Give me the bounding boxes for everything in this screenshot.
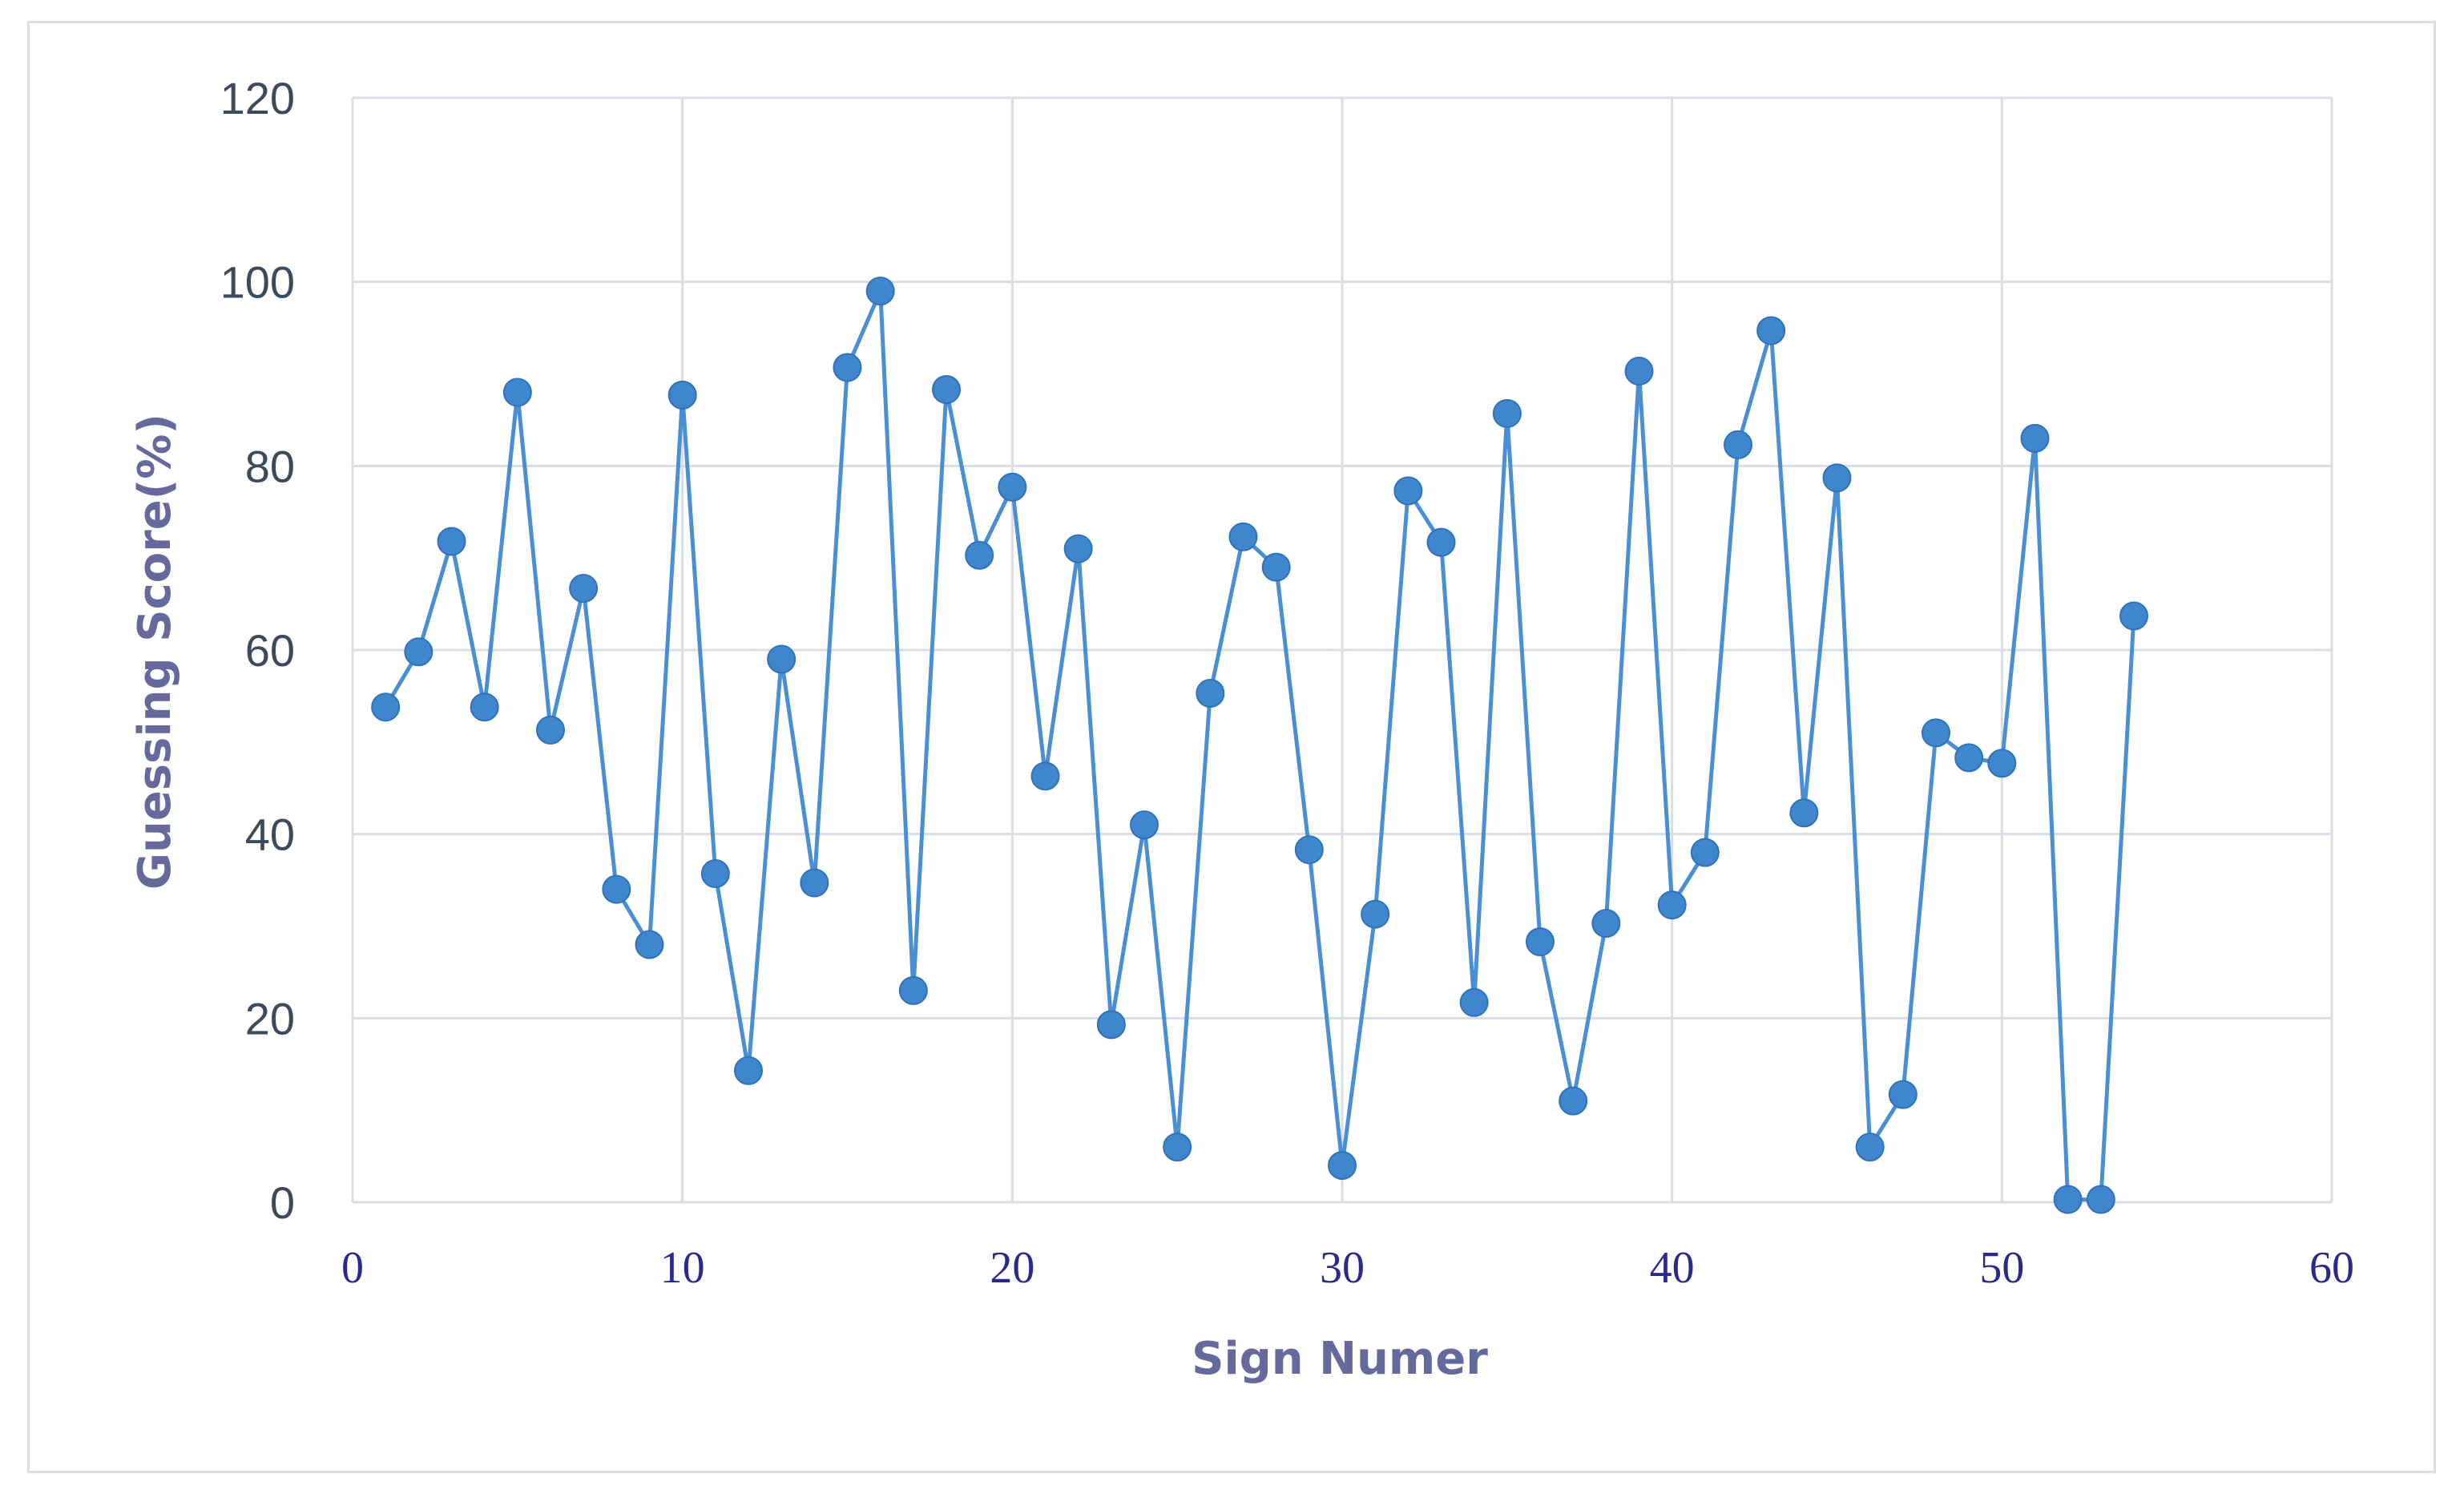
chart-frame <box>27 21 2436 1473</box>
data-point <box>635 930 664 959</box>
y-tick-label: 20 <box>245 993 295 1044</box>
data-point <box>1228 522 1258 551</box>
x-tick-label: 50 <box>1979 1243 2024 1293</box>
data-point <box>1690 838 1720 867</box>
y-tick-label: 40 <box>245 810 295 860</box>
data-point <box>1888 1080 1918 1109</box>
data-point <box>1030 761 1060 791</box>
data-point <box>800 868 829 898</box>
data-point <box>1922 718 1950 748</box>
data-point <box>569 574 599 604</box>
data-point <box>1063 534 1093 563</box>
data-point <box>1459 987 1489 1017</box>
data-point <box>1294 835 1324 865</box>
data-point <box>1624 357 1654 386</box>
x-tick-label: 60 <box>2309 1243 2354 1293</box>
data-point <box>700 859 730 889</box>
data-point <box>833 353 862 382</box>
data-point <box>1855 1133 1885 1162</box>
data-point <box>1328 1151 1357 1181</box>
data-point <box>1526 927 1555 957</box>
data-point <box>404 637 434 667</box>
data-point <box>602 874 631 904</box>
data-point <box>2053 1185 2083 1214</box>
x-tick-label: 30 <box>1320 1243 1365 1293</box>
data-point <box>1822 463 1852 493</box>
data-point <box>371 692 401 722</box>
y-axis-title: Guessing Score(%) <box>129 414 181 890</box>
data-point <box>1591 909 1621 939</box>
data-point <box>898 975 928 1005</box>
data-point <box>1130 810 1159 840</box>
data-point <box>1789 798 1819 828</box>
data-point <box>932 375 961 405</box>
data-point <box>1196 678 1225 708</box>
data-point <box>998 472 1027 502</box>
x-tick-label: 20 <box>990 1243 1034 1293</box>
data-point <box>1492 398 1522 428</box>
y-tick-label: 60 <box>245 625 295 676</box>
y-tick-label: 120 <box>220 73 295 123</box>
data-point <box>1261 552 1291 582</box>
y-tick-label: 0 <box>270 1177 295 1228</box>
x-axis-title: Sign Numer <box>1192 1333 1488 1385</box>
data-point <box>2119 601 2148 631</box>
data-point <box>865 277 895 306</box>
data-point <box>1393 476 1423 506</box>
data-point <box>1559 1086 1588 1116</box>
data-point <box>502 378 532 407</box>
data-point <box>1426 527 1456 557</box>
gridlines <box>351 96 2333 1204</box>
data-point <box>767 644 796 674</box>
data-point <box>667 380 697 410</box>
data-point <box>536 715 565 745</box>
data-point <box>965 540 994 570</box>
data-point <box>734 1056 763 1085</box>
y-tick-label: 100 <box>220 257 295 308</box>
data-point <box>2086 1185 2115 1214</box>
data-point <box>1724 430 1752 459</box>
x-tick-label: 0 <box>341 1243 364 1293</box>
y-tick-label: 80 <box>245 441 295 491</box>
x-tick-label: 40 <box>1650 1243 1695 1293</box>
data-point <box>470 692 499 722</box>
tick-labels: 0 20 40 60 80 100 120 0 10 20 30 40 50 60 <box>220 73 2354 1293</box>
data-point <box>2020 423 2050 453</box>
data-point <box>1163 1133 1192 1162</box>
data-point <box>1657 890 1687 920</box>
data-point <box>1987 749 2017 778</box>
data-point <box>437 527 466 556</box>
series-layer <box>371 277 2148 1214</box>
data-point <box>1756 316 1786 345</box>
data-point <box>1954 743 1984 773</box>
data-point <box>1361 899 1390 929</box>
data-point <box>1096 1010 1126 1040</box>
series-line <box>384 289 2136 1202</box>
x-tick-label: 10 <box>660 1243 705 1293</box>
